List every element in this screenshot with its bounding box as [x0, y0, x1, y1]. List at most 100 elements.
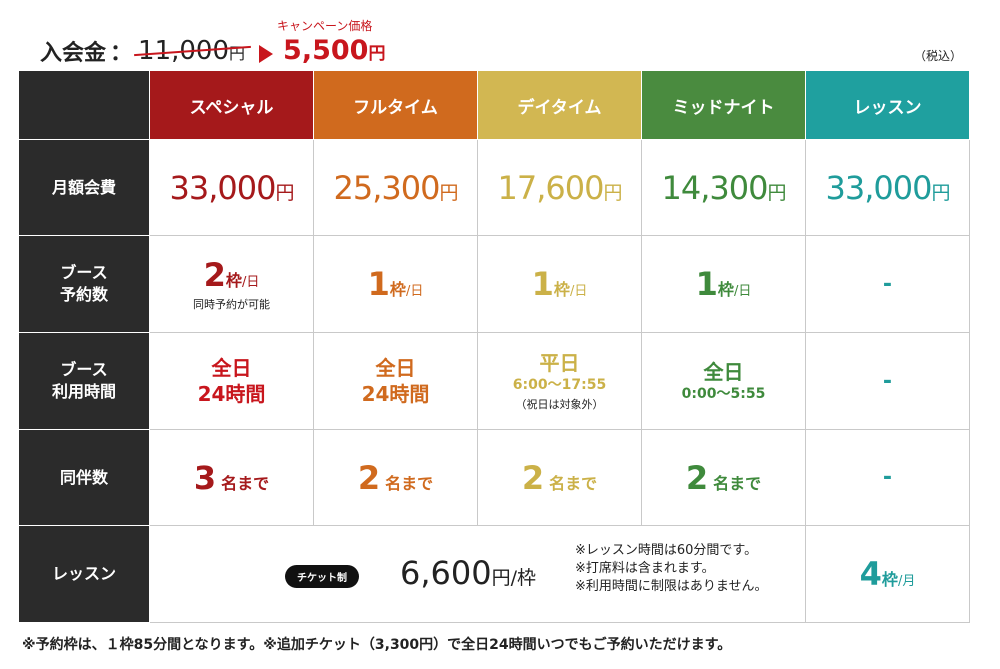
simultaneous-booking-note: 同時予約が可能 [193, 298, 270, 311]
plan-table: スペシャル フルタイム デイタイム ミッドナイト レッスン 月額会費 33,00… [18, 70, 970, 623]
row-label-line2: 利用時間 [51, 382, 116, 401]
time-special: 全日 24時間 [149, 332, 314, 430]
fee-midnight: 14,300円 [641, 139, 806, 236]
slots-special: 2枠/日 同時予約が可能 [149, 235, 314, 333]
plan-header-midnight: ミッドナイト [641, 70, 806, 140]
enrollment-fee: 入会金 ： 11,000円 キャンペーン価格 5,500円 [40, 19, 385, 68]
old-price-unit: 円 [229, 44, 246, 63]
fee-unit: 円 [275, 181, 294, 204]
time-midnight: 全日 0:00〜5:55 [641, 332, 806, 430]
companions-lesson: - [805, 429, 970, 526]
lesson-plan-slots-unit: 枠 [881, 570, 898, 589]
slots-unit: 枠 [717, 280, 734, 299]
companions-unit: 名まで [221, 473, 270, 493]
fee-lesson: 33,000円 [805, 139, 970, 236]
fee-unit: 円 [439, 181, 458, 204]
time-special-hours: 24時間 [197, 382, 266, 406]
row-label-lesson: レッスン [18, 525, 150, 623]
slots-lesson: - [805, 235, 970, 333]
slots-daytime: 1枠/日 [477, 235, 642, 333]
fee-unit: 円 [603, 181, 622, 204]
ticket-badge: チケット制 [285, 565, 359, 588]
new-price-block: キャンペーン価格 5,500円 [277, 19, 385, 68]
fee-midnight-value: 14,300 [661, 168, 769, 207]
time-fulltime-days: 全日 [375, 356, 416, 380]
row-label-companions: 同伴数 [18, 429, 150, 526]
lesson-notes: ※レッスン時間は60分間です。 ※打席料は含まれます。 ※利用時間に制限はありま… [575, 542, 768, 596]
row-label-booth-time: ブース 利用時間 [18, 332, 150, 430]
companions-special: 3 名まで [149, 429, 314, 526]
lesson-plan-slots-per: /月 [897, 574, 916, 589]
fee-unit: 円 [931, 181, 950, 204]
time-midnight-days: 全日 [703, 360, 744, 384]
lesson-ticket-cell: チケット制 6,600円/枠 ※レッスン時間は60分間です。 ※打席料は含まれま… [149, 525, 806, 623]
time-midnight-hours: 0:00〜5:55 [681, 386, 766, 402]
old-price: 11,000円 [138, 37, 245, 68]
slots-special-value: 2 [203, 256, 226, 294]
lesson-price-unit: 円/枠 [491, 567, 537, 589]
slots-midnight-value: 1 [695, 265, 718, 303]
row-label-booth-reservations: ブース 予約数 [18, 235, 150, 333]
fee-fulltime: 25,300円 [313, 139, 478, 236]
companions-fulltime-value: 2 [357, 458, 381, 497]
table-corner [18, 70, 150, 140]
fee-fulltime-value: 25,300 [333, 168, 441, 207]
slots-per: /日 [241, 275, 260, 290]
time-daytime-days: 平日 [539, 351, 580, 375]
lesson-note-booth-fee: ※打席料は含まれます。 [575, 561, 715, 576]
row-label-line2: 予約数 [59, 285, 108, 304]
old-price-value: 11,000 [138, 36, 230, 66]
slots-fulltime: 1枠/日 [313, 235, 478, 333]
companions-midnight-value: 2 [685, 458, 709, 497]
time-fulltime-hours: 24時間 [361, 382, 430, 406]
table-row-monthly-fee: 月額会費 33,000円 25,300円 17,600円 14,300円 33,… [18, 139, 970, 236]
table-row-booth-time: ブース 利用時間 全日 24時間 全日 24時間 平日 6:00〜17:55 （祝日は対象… [18, 332, 970, 430]
slots-daytime-value: 1 [531, 265, 554, 303]
table-row-lesson: レッスン チケット制 6,600円/枠 ※レッスン時間は60分間です。 ※打席料… [18, 525, 970, 623]
companions-special-value: 3 [193, 458, 217, 497]
lesson-note-time-limit: ※利用時間に制限はありません。 [575, 579, 768, 594]
campaign-label: キャンペーン価格 [277, 19, 373, 33]
lesson-price-value: 6,600 [400, 554, 492, 592]
fee-daytime-value: 17,600 [497, 168, 605, 207]
enrollment-colon: ： [110, 41, 133, 66]
time-daytime: 平日 6:00〜17:55 （祝日は対象外） [477, 332, 642, 430]
slots-unit: 枠 [389, 280, 406, 299]
lesson-plan-slots: 4枠/月 [805, 525, 970, 623]
slots-unit: 枠 [553, 280, 570, 299]
companions-unit: 名まで [385, 473, 434, 493]
lesson-plan-slots-value: 4 [859, 555, 882, 593]
new-price: 5,500円 [283, 35, 385, 66]
fee-special: 33,000円 [149, 139, 314, 236]
slots-lesson-value: - [882, 271, 893, 297]
new-price-unit: 円 [368, 44, 386, 64]
plan-header-daytime: デイタイム [477, 70, 642, 140]
tax-note: （税込） [913, 49, 962, 63]
holiday-note: （祝日は対象外） [515, 398, 604, 411]
table-row-companions: 同伴数 3 名まで 2 名まで 2 名まで 2 名まで - [18, 429, 970, 526]
time-special-days: 全日 [211, 356, 252, 380]
slots-per: /日 [733, 284, 752, 299]
companions-daytime: 2 名まで [477, 429, 642, 526]
slots-midnight: 1枠/日 [641, 235, 806, 333]
enrollment-label: 入会金 [40, 41, 107, 66]
time-lesson-value: - [882, 368, 893, 394]
row-label-line1: ブース [60, 360, 108, 379]
companions-lesson-value: - [882, 465, 893, 490]
row-label-monthly-fee: 月額会費 [18, 139, 150, 236]
fee-lesson-value: 33,000 [825, 168, 933, 207]
lesson-price: 6,600円/枠 [400, 554, 536, 592]
companions-unit: 名まで [713, 473, 762, 493]
companions-daytime-value: 2 [521, 458, 545, 497]
slots-fulltime-value: 1 [367, 265, 390, 303]
slots-per: /日 [569, 284, 588, 299]
companions-midnight: 2 名まで [641, 429, 806, 526]
companions-fulltime: 2 名まで [313, 429, 478, 526]
plan-header-fulltime: フルタイム [313, 70, 478, 140]
footnote: ※予約枠は、１枠85分間となります。※追加チケット（3,300円）で全日24時間… [22, 637, 732, 653]
fee-daytime: 17,600円 [477, 139, 642, 236]
new-price-value: 5,500 [283, 35, 369, 66]
table-row-booth-reservations: ブース 予約数 2枠/日 同時予約が可能 1枠/日 1枠/日 1枠/日 - [18, 235, 970, 333]
slots-per: /日 [405, 284, 424, 299]
lesson-note-duration: ※レッスン時間は60分間です。 [575, 543, 758, 558]
